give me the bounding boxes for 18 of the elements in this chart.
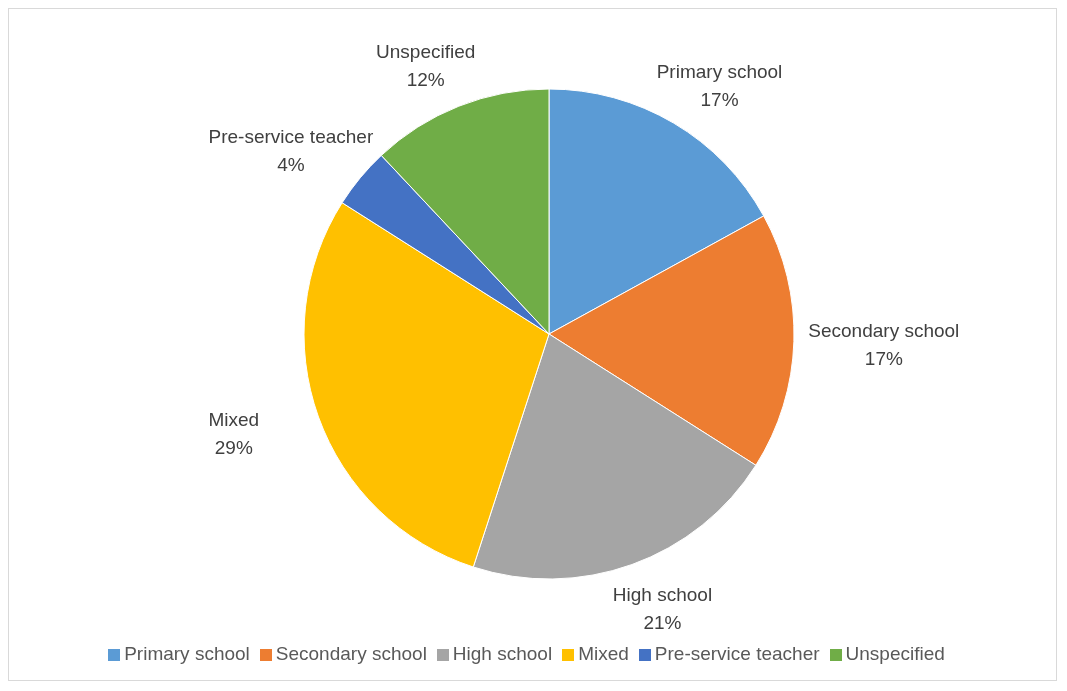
legend-label: Pre-service teacher: [654, 643, 820, 664]
slice-label: Pre-service teacher: [208, 126, 374, 148]
legend-label: Primary school: [124, 643, 250, 664]
legend-label: Unspecified: [845, 643, 945, 664]
data-label: 21%: [643, 611, 682, 633]
slice-label: Mixed: [208, 409, 260, 431]
data-label: 4%: [277, 154, 305, 176]
legend-label: Mixed: [578, 643, 629, 664]
data-label: 17%: [864, 348, 903, 370]
legend-label: High school: [452, 643, 553, 664]
slice-label: Primary school: [656, 61, 783, 83]
data-label: 17%: [700, 89, 739, 111]
data-label: 12%: [406, 69, 445, 91]
slice-label: Secondary school: [808, 320, 960, 342]
legend-label: Secondary school: [275, 643, 427, 664]
slice-label: Unspecified: [376, 41, 476, 63]
data-label: 29%: [214, 437, 253, 459]
slice-label: High school: [612, 583, 713, 605]
